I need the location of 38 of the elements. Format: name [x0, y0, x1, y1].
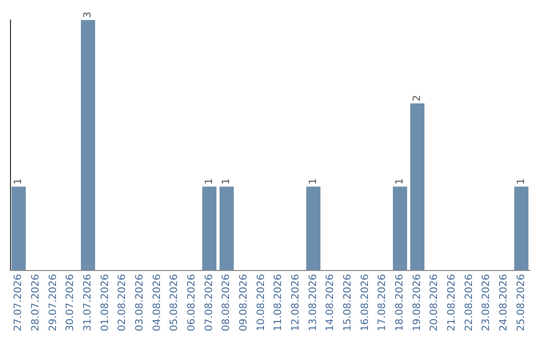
data-label: 2	[412, 94, 423, 102]
x-tick-label: 27.07.2026	[13, 274, 24, 332]
x-tick-label: 15.08.2026	[342, 274, 354, 332]
data-label: 3	[82, 12, 94, 18]
x-tick-label: 30.07.2026	[65, 274, 76, 332]
x-tick-label: 29.07.2026	[48, 274, 59, 332]
data-label: 1	[308, 178, 319, 185]
x-tick-label: 17.08.2026	[377, 274, 388, 332]
x-tick-label: 22.08.2026	[464, 274, 475, 332]
data-label: 1	[516, 178, 527, 185]
x-tick-label: 21.08.2026	[446, 274, 458, 332]
x-tick-label: 24.08.2026	[498, 274, 510, 332]
x-tick-label: 03.08.2026	[134, 274, 146, 332]
x-tick-label: 23.08.2026	[481, 274, 492, 332]
x-tick-label: 12.08.2026	[290, 274, 302, 332]
x-tick-label: 06.08.2026	[186, 274, 198, 332]
x-tick-label: 11.08.2026	[273, 274, 284, 332]
data-label: 1	[394, 178, 406, 185]
x-tick-label: 05.08.2026	[169, 274, 180, 332]
data-label: 1	[221, 178, 232, 185]
x-tick-label: 10.08.2026	[256, 274, 267, 332]
x-tick-label: 01.08.2026	[100, 274, 111, 332]
x-tick-label: 08.08.2026	[221, 274, 232, 332]
data-label: 1	[13, 178, 24, 185]
x-tick-label: 31.07.2026	[82, 274, 94, 332]
x-tick-label: 09.08.2026	[238, 274, 250, 332]
x-tick-label: 13.08.2026	[308, 274, 319, 332]
data-label: 1	[204, 178, 215, 185]
x-tick-label: 18.08.2026	[394, 274, 406, 332]
x-tick-label: 28.07.2026	[30, 274, 42, 332]
x-tick-label: 14.08.2026	[325, 274, 336, 332]
x-tick-label: 02.08.2026	[117, 274, 128, 332]
x-tick-label: 07.08.2026	[204, 274, 215, 332]
x-tick-label: 16.08.2026	[360, 274, 371, 332]
x-tick-label: 25.08.2026	[516, 274, 527, 332]
x-tick-label: 19.08.2026	[412, 274, 423, 332]
x-tick-label: 04.08.2026	[152, 274, 163, 332]
x-tick-label: 20.08.2026	[429, 274, 440, 332]
